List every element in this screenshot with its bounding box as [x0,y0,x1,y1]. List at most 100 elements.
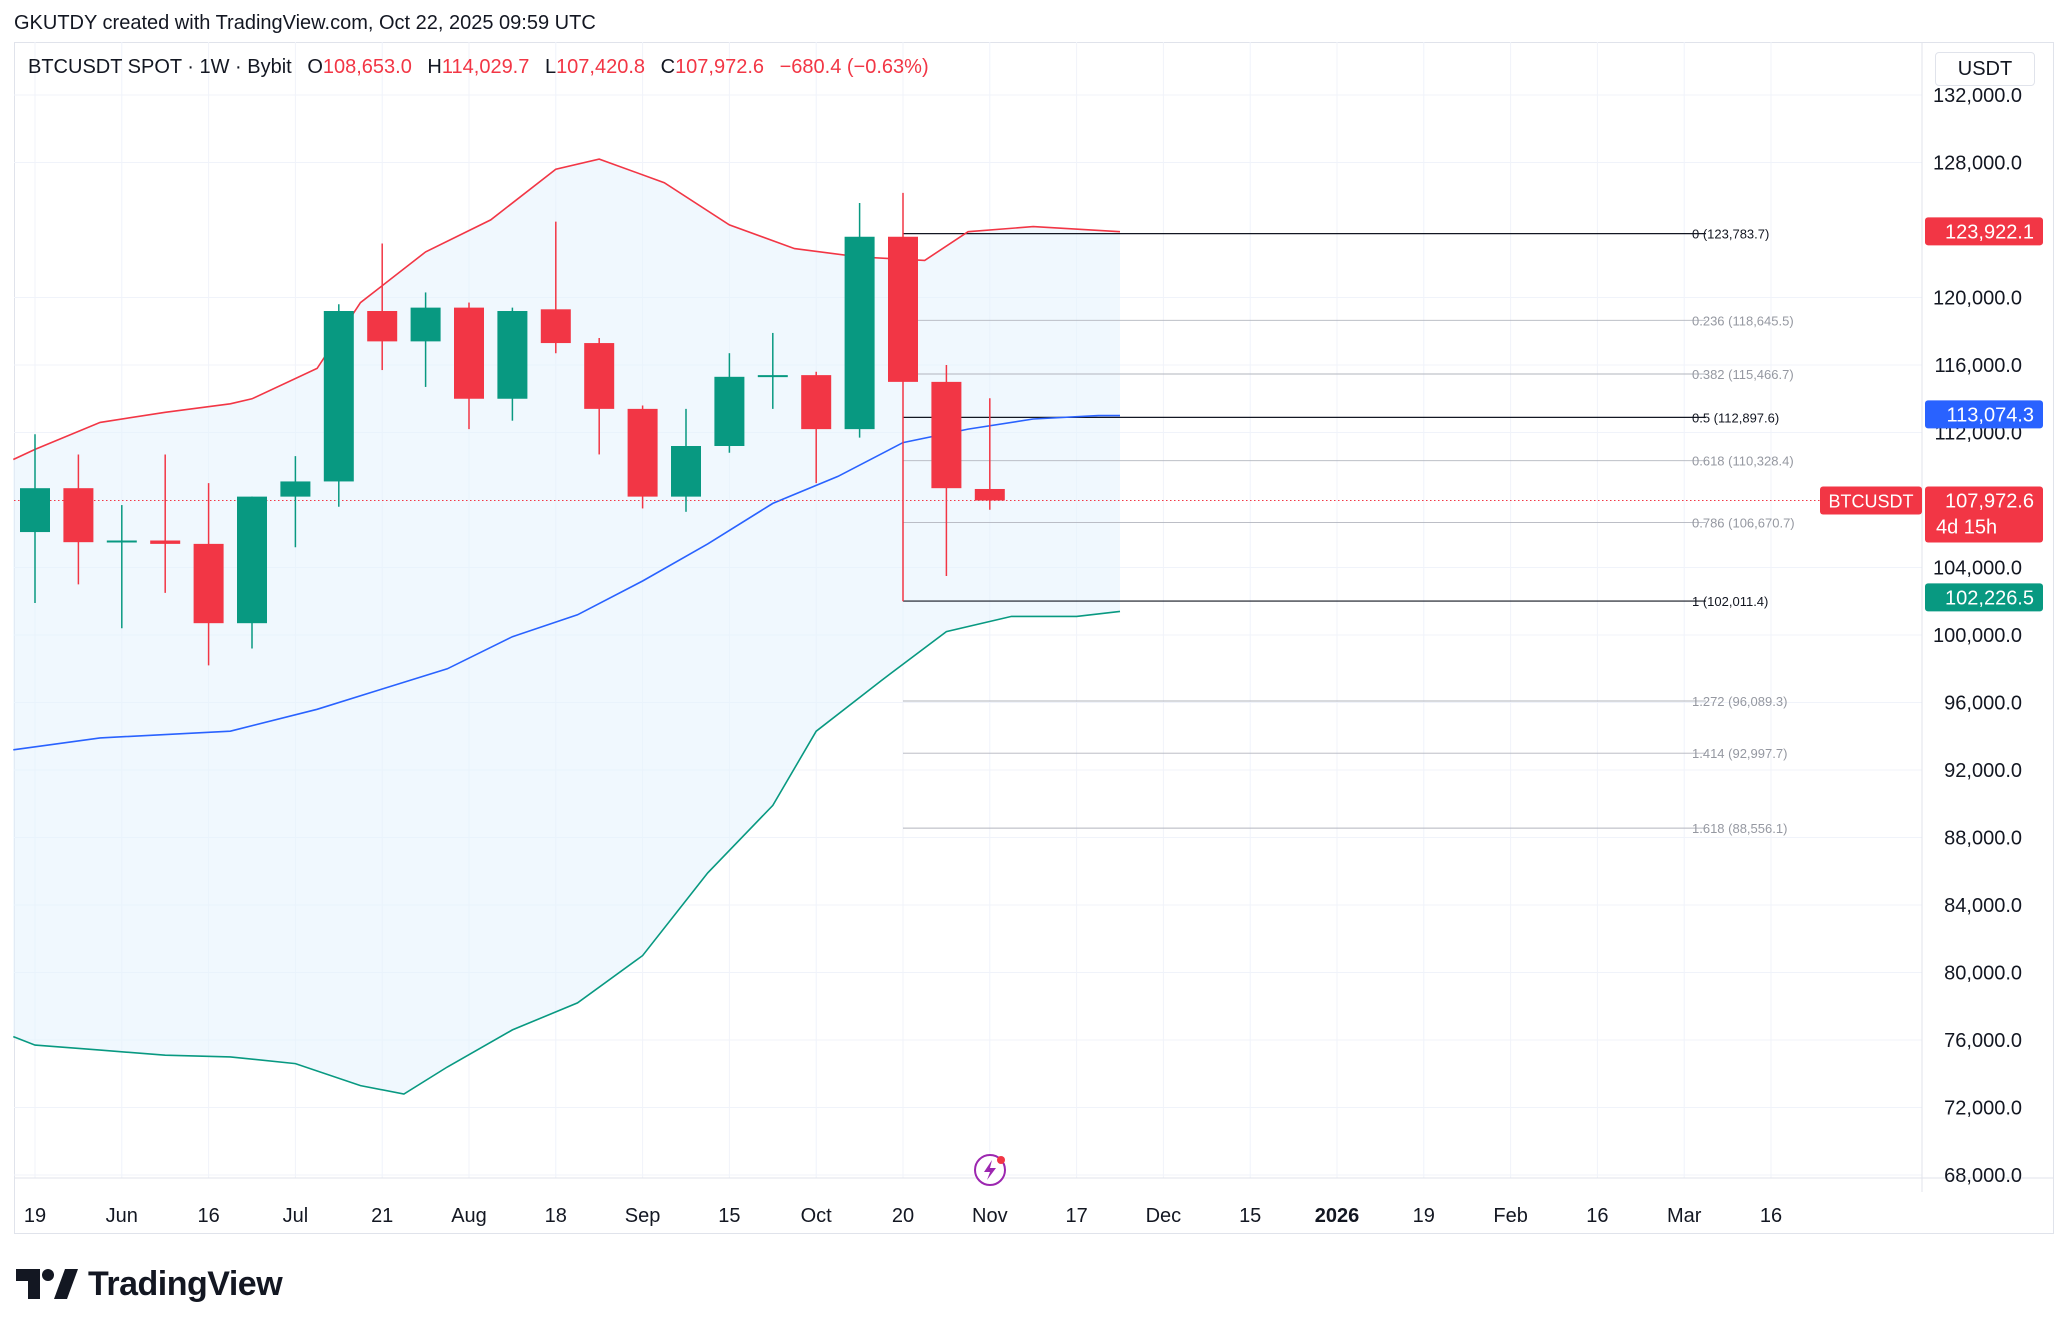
candle-body[interactable] [106,540,137,543]
candle-body[interactable] [63,488,94,543]
legend-high-label: H [427,56,442,78]
y-tick-label: 84,000.0 [1944,895,2022,917]
current-price-label: 107,972.6 [1945,490,2034,512]
fib-level-label: 0.382 (115,466.7) [1692,367,1794,382]
candle-body[interactable] [540,309,571,344]
candle-body[interactable] [671,446,701,497]
candle-body[interactable] [323,311,354,482]
y-tick-label: 128,000.0 [1933,153,2022,175]
x-tick-label: 15 [1239,1205,1261,1227]
fib-level-label: 1.272 (96,089.3) [1692,694,1787,709]
tradingview-logo[interactable]: TradingView [16,1264,283,1304]
candle-body[interactable] [280,481,311,497]
candle-body[interactable] [801,375,832,430]
legend-low-label: L [544,56,557,78]
x-tick-label: Nov [972,1205,1008,1227]
tradingview-logo-icon [16,1269,78,1299]
brand-name: TradingView [88,1264,283,1303]
bollinger-lower-line [13,610,1121,1095]
x-tick-label: 16 [197,1205,219,1227]
legend-close: 107,972.6 [675,56,765,78]
x-tick-label: 19 [1413,1205,1435,1227]
legend-symbol: BTCUSDT SPOT · 1W · Bybit [28,56,292,78]
legend-low: 107,420.8 [556,56,646,78]
x-tick-label: 20 [892,1205,914,1227]
price-marker-label: 102,226.5 [1945,587,2034,609]
y-tick-label: 96,000.0 [1944,693,2022,715]
bar-countdown-label: 4d 15h [1936,516,1997,538]
price-marker-label: 123,922.1 [1945,221,2034,243]
price-marker [1925,583,2043,612]
legend-open-label: O [307,56,323,78]
x-tick-label: 21 [371,1205,393,1227]
fib-level-label: 0 (123,783.7) [1692,227,1769,242]
x-tick-label: Sep [625,1205,661,1227]
x-tick-label: 15 [718,1205,740,1227]
price-marker [1925,217,2043,246]
fib-level-label: 1 (102,011.4) [1692,594,1768,609]
legend-close-label: C [660,56,676,78]
x-tick-label: Aug [451,1205,487,1227]
price-marker [1925,400,2043,429]
candle-body[interactable] [20,488,50,533]
legend-change: −680.4 (−0.63%) [779,56,929,78]
candle-body[interactable] [974,488,1005,501]
x-tick-label: 18 [545,1205,567,1227]
candle-body[interactable] [410,307,441,342]
fib-level-label: 1.618 (88,556.1) [1692,821,1787,836]
x-tick-label: 19 [24,1205,46,1227]
candle-body[interactable] [627,408,658,497]
x-tick-label: Mar [1667,1205,1702,1227]
candle-body[interactable] [888,236,918,382]
candle-body[interactable] [193,543,224,624]
x-tick-label: 17 [1065,1205,1087,1227]
bollinger-band-fill [13,159,1120,1094]
symbol-tag-label: BTCUSDT [1829,491,1914,511]
y-tick-label: 120,000.0 [1933,288,2022,310]
y-tick-label: 132,000.0 [1933,85,2022,107]
legend-open: 108,653.0 [322,56,412,78]
candle-body[interactable] [757,375,788,378]
chart-attribution: GKUTDY created with TradingView.com, Oct… [14,12,596,34]
candle-body[interactable] [844,236,875,430]
currency-button[interactable]: USDT [1935,52,2035,86]
fib-level-label: 0.786 (106,670.7) [1692,515,1795,530]
x-tick-label: 16 [1586,1205,1608,1227]
price-marker-label: 113,074.3 [1947,404,2035,426]
y-tick-label: 80,000.0 [1944,963,2022,985]
x-tick-label: Dec [1146,1205,1182,1227]
y-tick-label: 104,000.0 [1933,558,2022,580]
candle-body[interactable] [584,343,615,409]
candle-body[interactable] [714,376,745,446]
ohlc-legend: BTCUSDT SPOT · 1W · Bybit O108,653.0 H11… [28,56,929,79]
current-price-tag [1925,486,2043,543]
x-tick-label: Jun [106,1205,138,1227]
candle-body[interactable] [497,311,528,399]
fib-level-label: 0.5 (112,897.6) [1692,410,1779,425]
x-tick-label: 2026 [1315,1205,1360,1227]
x-tick-label: Oct [801,1205,833,1227]
y-tick-label: 68,000.0 [1944,1165,2022,1187]
candle-body[interactable] [150,540,181,544]
y-tick-label: 100,000.0 [1933,625,2022,647]
y-tick-label: 76,000.0 [1944,1030,2022,1052]
candle-body[interactable] [367,311,398,342]
symbol-price-tag [1820,486,1922,515]
y-tick-label: 92,000.0 [1944,760,2022,782]
y-tick-label: 116,000.0 [1935,355,2023,377]
candle-body[interactable] [237,496,267,624]
x-tick-label: Feb [1493,1205,1527,1227]
candle-body[interactable] [454,307,484,399]
x-tick-label: 16 [1760,1205,1782,1227]
bollinger-middle-line [13,414,1120,751]
lightning-icon [984,1160,996,1180]
event-dot-icon [997,1156,1005,1164]
candle-body[interactable] [931,381,962,489]
fib-level-label: 0.236 (118,645.5) [1692,313,1794,328]
y-tick-label: 72,000.0 [1944,1098,2022,1120]
fib-level-label: 0.618 (110,328.4) [1692,454,1794,469]
legend-high: 114,029.7 [441,56,530,78]
y-tick-label: 88,000.0 [1944,828,2022,850]
x-tick-label: Jul [283,1205,309,1227]
